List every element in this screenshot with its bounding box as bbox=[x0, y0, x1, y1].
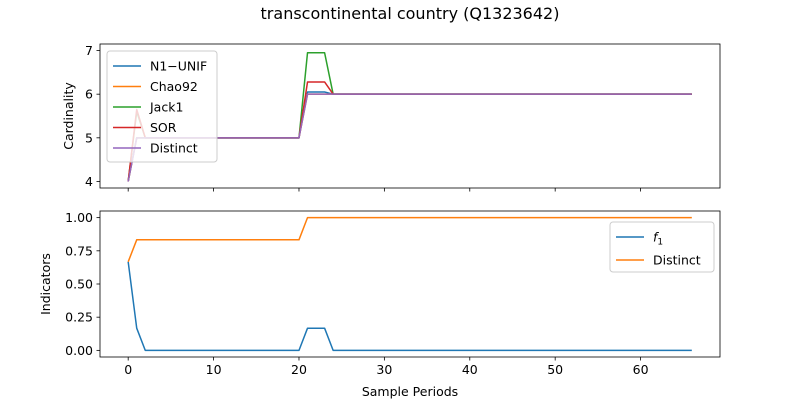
y-tick-label: 7 bbox=[85, 43, 93, 58]
chart-title: transcontinental country (Q1323642) bbox=[261, 4, 560, 23]
x-tick-label: 20 bbox=[291, 362, 307, 377]
y-tick-label: 6 bbox=[85, 87, 93, 102]
legend-box bbox=[106, 50, 218, 163]
legend-label: Distinct bbox=[150, 141, 198, 156]
axes-frame bbox=[99, 43, 721, 189]
legend-label: Chao92 bbox=[150, 79, 198, 94]
legend-label: N1−UNIF bbox=[150, 59, 207, 74]
legend-label: Distinct bbox=[653, 253, 701, 268]
y-tick-label: 0.50 bbox=[65, 277, 93, 292]
legend-label: SOR bbox=[150, 120, 177, 135]
y-axis-label: Indicators bbox=[38, 253, 53, 315]
x-tick-label: 60 bbox=[633, 362, 649, 377]
legend: f1 Distinct bbox=[609, 221, 715, 273]
y-tick-label: 0.75 bbox=[65, 243, 93, 258]
y-tick-label: 1.00 bbox=[65, 210, 93, 225]
y-tick-label: 0.25 bbox=[65, 310, 93, 325]
series-line-2-1 bbox=[127, 261, 692, 352]
x-axis-label: Sample Periods bbox=[362, 384, 458, 399]
legend: N1−UNIF Chao92 Jack1 SOR Distinct bbox=[106, 50, 218, 163]
y-tick-label: 5 bbox=[85, 130, 93, 145]
x-tick-label: 10 bbox=[206, 362, 222, 377]
y-tick-label: 0.00 bbox=[65, 343, 93, 358]
y-tick-label: 4 bbox=[85, 174, 93, 189]
x-tick-label: 30 bbox=[376, 362, 392, 377]
legend-label: f1 bbox=[653, 230, 663, 248]
subplot-1: 4 5 6 7 Cardinality N1−UNIF Chao92 Jack1 SOR Dist… bbox=[61, 43, 721, 192]
x-tick-label: 0 bbox=[124, 362, 132, 377]
series-line-2-2 bbox=[127, 216, 692, 263]
subplot-2: 0 10 20 30 40 50 60 0.00 0.25 0.50 0.75 1.00 Indicat… bbox=[38, 210, 721, 399]
legend-label: Jack1 bbox=[149, 100, 183, 115]
x-tick-label: 50 bbox=[547, 362, 563, 377]
y-axis-label: Cardinality bbox=[61, 82, 76, 150]
x-tick-label: 40 bbox=[462, 362, 478, 377]
